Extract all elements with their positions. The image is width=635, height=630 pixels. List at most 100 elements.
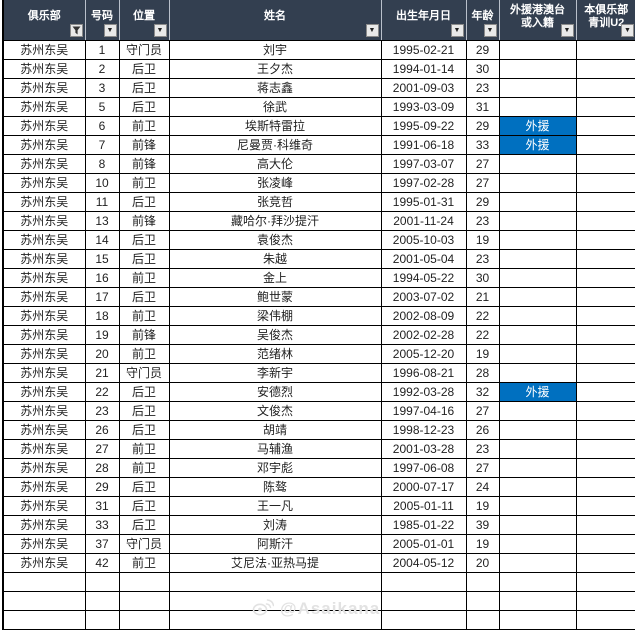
cell-foreign[interactable]: 外援 xyxy=(498,134,577,155)
cell-foreign[interactable] xyxy=(498,77,577,98)
cell-age[interactable]: 23 xyxy=(465,248,500,269)
cell-club[interactable]: 苏州东吴 xyxy=(2,153,86,174)
cell-position[interactable]: 后卫 xyxy=(118,495,170,516)
cell-number[interactable]: 19 xyxy=(84,324,120,345)
cell-dob[interactable]: 2002-08-09 xyxy=(380,305,467,326)
cell-name[interactable]: 张竞哲 xyxy=(168,191,382,212)
filter-dropdown-icon[interactable]: ▼ xyxy=(483,23,497,37)
cell-dob[interactable]: 2001-11-24 xyxy=(380,210,467,231)
filter-dropdown-icon[interactable]: ▼ xyxy=(365,23,379,37)
filter-funnel-icon[interactable] xyxy=(69,23,83,37)
cell-name[interactable]: 尼曼贾·科维奇 xyxy=(168,134,382,155)
cell-foreign[interactable] xyxy=(498,210,577,231)
cell-club[interactable]: 苏州东吴 xyxy=(2,438,86,459)
cell-name[interactable] xyxy=(168,590,382,611)
cell-number[interactable]: 21 xyxy=(84,362,120,383)
cell-dob[interactable]: 2001-05-04 xyxy=(380,248,467,269)
cell-number[interactable]: 17 xyxy=(84,286,120,307)
cell-foreign[interactable] xyxy=(498,305,577,326)
cell-name[interactable]: 梁伟棚 xyxy=(168,305,382,326)
cell-dob[interactable]: 1995-09-22 xyxy=(380,115,467,136)
cell-club[interactable]: 苏州东吴 xyxy=(2,495,86,516)
filter-dropdown-icon[interactable]: ▼ xyxy=(153,23,167,37)
cell-dob[interactable]: 1997-02-28 xyxy=(380,172,467,193)
cell-name[interactable]: 范绪林 xyxy=(168,343,382,364)
cell-club[interactable]: 苏州东吴 xyxy=(2,362,86,383)
cell-foreign[interactable]: 外援 xyxy=(498,115,577,136)
cell-foreign[interactable] xyxy=(498,457,577,478)
cell-name[interactable]: 徐武 xyxy=(168,96,382,117)
cell-number[interactable]: 37 xyxy=(84,533,120,554)
cell-youth[interactable] xyxy=(575,153,635,174)
cell-age[interactable] xyxy=(465,571,500,592)
cell-name[interactable]: 王夕杰 xyxy=(168,58,382,79)
cell-position[interactable]: 后卫 xyxy=(118,58,170,79)
cell-position[interactable]: 后卫 xyxy=(118,419,170,440)
cell-youth[interactable] xyxy=(575,77,635,98)
cell-club[interactable]: 苏州东吴 xyxy=(2,476,86,497)
cell-number[interactable]: 16 xyxy=(84,267,120,288)
cell-number[interactable]: 15 xyxy=(84,248,120,269)
cell-foreign[interactable] xyxy=(498,191,577,212)
cell-club[interactable]: 苏州东吴 xyxy=(2,533,86,554)
cell-youth[interactable] xyxy=(575,476,635,497)
cell-club[interactable]: 苏州东吴 xyxy=(2,419,86,440)
cell-youth[interactable] xyxy=(575,39,635,60)
cell-number[interactable]: 22 xyxy=(84,381,120,402)
cell-dob[interactable]: 1993-03-09 xyxy=(380,96,467,117)
cell-position[interactable] xyxy=(118,609,170,630)
cell-youth[interactable] xyxy=(575,267,635,288)
cell-position[interactable]: 后卫 xyxy=(118,229,170,250)
cell-club[interactable]: 苏州东吴 xyxy=(2,267,86,288)
cell-club[interactable] xyxy=(2,609,86,630)
cell-foreign[interactable] xyxy=(498,172,577,193)
cell-age[interactable]: 39 xyxy=(465,514,500,535)
cell-position[interactable]: 前卫 xyxy=(118,305,170,326)
cell-age[interactable]: 29 xyxy=(465,115,500,136)
cell-dob[interactable]: 2000-07-17 xyxy=(380,476,467,497)
cell-dob[interactable]: 2004-05-12 xyxy=(380,552,467,573)
cell-name[interactable]: 张凌峰 xyxy=(168,172,382,193)
cell-position[interactable]: 前卫 xyxy=(118,552,170,573)
cell-position[interactable]: 后卫 xyxy=(118,286,170,307)
cell-dob[interactable] xyxy=(380,571,467,592)
cell-number[interactable]: 8 xyxy=(84,153,120,174)
cell-foreign[interactable] xyxy=(498,419,577,440)
cell-position[interactable]: 后卫 xyxy=(118,248,170,269)
cell-club[interactable]: 苏州东吴 xyxy=(2,457,86,478)
cell-number[interactable]: 11 xyxy=(84,191,120,212)
cell-number[interactable]: 6 xyxy=(84,115,120,136)
cell-foreign[interactable] xyxy=(498,362,577,383)
filter-dropdown-icon[interactable]: ▼ xyxy=(103,23,117,37)
cell-age[interactable] xyxy=(465,590,500,611)
cell-position[interactable]: 后卫 xyxy=(118,191,170,212)
cell-age[interactable]: 23 xyxy=(465,438,500,459)
cell-position[interactable]: 前锋 xyxy=(118,153,170,174)
filter-dropdown-icon[interactable]: ▼ xyxy=(450,23,464,37)
cell-youth[interactable] xyxy=(575,400,635,421)
cell-foreign[interactable] xyxy=(498,248,577,269)
cell-number[interactable]: 3 xyxy=(84,77,120,98)
cell-number[interactable]: 33 xyxy=(84,514,120,535)
cell-club[interactable]: 苏州东吴 xyxy=(2,286,86,307)
cell-number[interactable] xyxy=(84,571,120,592)
cell-age[interactable]: 26 xyxy=(465,419,500,440)
cell-age[interactable]: 22 xyxy=(465,324,500,345)
cell-foreign[interactable] xyxy=(498,533,577,554)
cell-age[interactable]: 22 xyxy=(465,305,500,326)
cell-foreign[interactable] xyxy=(498,438,577,459)
filter-dropdown-icon[interactable]: ▼ xyxy=(560,23,574,37)
cell-club[interactable]: 苏州东吴 xyxy=(2,400,86,421)
cell-youth[interactable] xyxy=(575,362,635,383)
cell-number[interactable]: 29 xyxy=(84,476,120,497)
cell-number[interactable]: 26 xyxy=(84,419,120,440)
cell-age[interactable]: 30 xyxy=(465,58,500,79)
cell-foreign[interactable] xyxy=(498,153,577,174)
cell-club[interactable]: 苏州东吴 xyxy=(2,172,86,193)
cell-number[interactable]: 2 xyxy=(84,58,120,79)
cell-dob[interactable]: 1994-01-14 xyxy=(380,58,467,79)
cell-club[interactable] xyxy=(2,571,86,592)
cell-foreign[interactable] xyxy=(498,552,577,573)
cell-position[interactable] xyxy=(118,571,170,592)
cell-name[interactable]: 刘涛 xyxy=(168,514,382,535)
